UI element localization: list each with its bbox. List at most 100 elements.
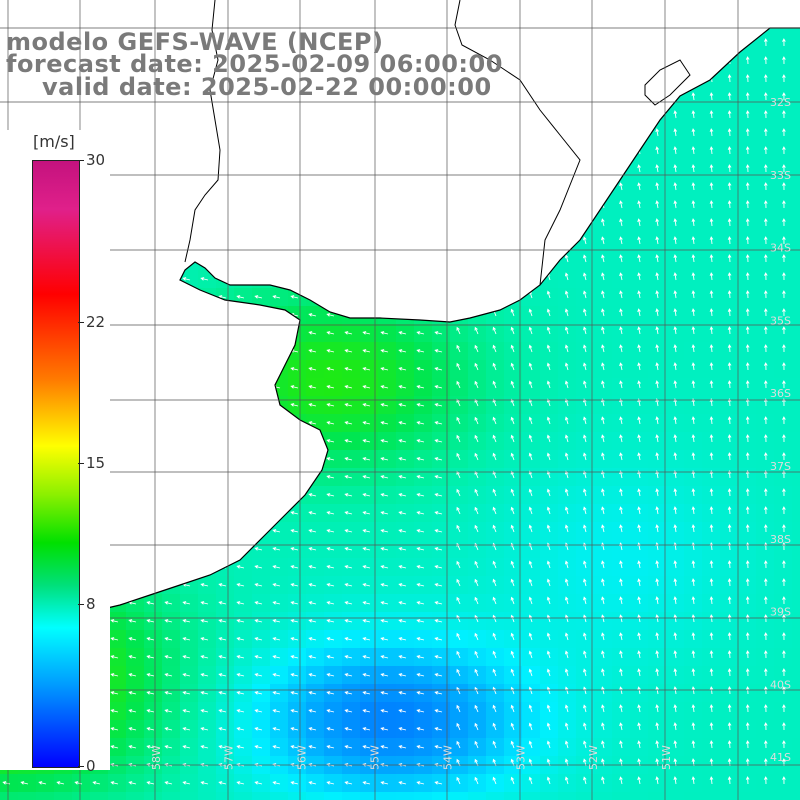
speed-cell: [234, 594, 253, 613]
wind-arrow: [474, 740, 479, 749]
speed-cell: [522, 738, 541, 757]
wind-arrow: [416, 439, 425, 443]
speed-cell: [738, 774, 757, 793]
speed-cell: [414, 486, 433, 505]
speed-cell: [756, 216, 775, 235]
wind-arrow: [474, 668, 479, 677]
wind-arrow: [182, 277, 191, 281]
wind-arrow: [583, 290, 587, 299]
speed-cell: [558, 792, 577, 800]
wind-arrow: [492, 470, 497, 479]
wind-arrow: [727, 704, 732, 713]
speed-cell: [198, 684, 217, 703]
wind-arrow: [362, 493, 371, 497]
speed-cell: [666, 234, 685, 253]
wind-arrow: [492, 434, 497, 443]
title-forecast-date: forecast date: 2025-02-09 06:00:00: [6, 50, 503, 78]
wind-arrow: [492, 668, 497, 677]
wind-arrow: [380, 529, 389, 533]
speed-cell: [324, 648, 343, 667]
wind-arrow: [601, 236, 605, 245]
wind-arrow: [655, 164, 659, 173]
speed-cell: [558, 414, 577, 433]
speed-cell: [594, 522, 613, 541]
speed-cell: [216, 792, 235, 800]
speed-cell: [648, 540, 667, 559]
wind-arrow: [601, 722, 605, 731]
speed-cell: [108, 792, 127, 800]
wind-arrow: [745, 452, 750, 461]
speed-cell: [684, 684, 703, 703]
wind-arrow: [727, 344, 732, 353]
wind-arrow: [601, 614, 605, 623]
speed-cell: [216, 612, 235, 631]
wind-arrow: [344, 781, 353, 785]
speed-cell: [648, 630, 667, 649]
wind-arrow: [416, 421, 425, 425]
wind-arrow: [380, 619, 389, 623]
wind-arrow: [727, 596, 732, 605]
wind-arrow: [637, 290, 641, 299]
wind-arrow: [655, 668, 659, 677]
wind-arrow: [456, 596, 461, 605]
wind-arrow: [182, 709, 191, 713]
speed-cell: [540, 468, 559, 487]
speed-cell: [666, 522, 685, 541]
speed-cell: [126, 702, 145, 721]
speed-cell: [684, 720, 703, 739]
speed-cell: [720, 612, 739, 631]
wind-arrow: [745, 596, 750, 605]
wind-arrow: [546, 344, 551, 353]
wind-arrow: [782, 524, 786, 533]
wind-arrow: [673, 740, 678, 749]
speed-cell: [306, 774, 325, 793]
wind-arrow: [709, 344, 714, 353]
speed-cell: [702, 216, 721, 235]
wind-arrow: [709, 128, 714, 137]
speed-cell: [702, 162, 721, 181]
wind-arrow: [763, 362, 768, 371]
speed-cell: [378, 666, 397, 685]
speed-cell: [612, 432, 631, 451]
wind-arrow: [619, 686, 623, 695]
wind-arrow: [164, 673, 173, 677]
wind-arrow: [763, 524, 768, 533]
speed-cell: [792, 54, 800, 73]
speed-cell: [774, 486, 793, 505]
speed-cell: [18, 792, 37, 800]
speed-cell: [288, 612, 307, 631]
wind-arrow: [637, 776, 641, 785]
wind-arrow: [128, 691, 137, 695]
speed-cell: [630, 774, 649, 793]
wind-arrow: [583, 506, 587, 515]
speed-cell: [756, 720, 775, 739]
colorbar-tick-mark: [78, 766, 84, 767]
speed-cell: [306, 594, 325, 613]
speed-cell: [702, 108, 721, 127]
speed-cell: [270, 576, 289, 595]
speed-cell: [756, 738, 775, 757]
colorbar-panel: [m/s] 30 22 15 8 0: [0, 130, 110, 775]
speed-cell: [144, 612, 163, 631]
wind-arrow: [380, 691, 389, 695]
speed-cell: [756, 774, 775, 793]
wind-arrow: [709, 488, 714, 497]
speed-cell: [648, 270, 667, 289]
wind-arrow: [362, 367, 371, 371]
wind-arrow: [308, 331, 317, 335]
wind-arrow: [434, 601, 443, 605]
wind-arrow: [583, 380, 587, 389]
speed-cell: [702, 522, 721, 541]
wind-arrow: [745, 308, 750, 317]
speed-cell: [324, 522, 343, 541]
speed-cell: [558, 648, 577, 667]
speed-cell: [576, 648, 595, 667]
wind-arrow: [709, 632, 714, 641]
wind-arrow: [619, 344, 623, 353]
wind-arrow: [782, 776, 786, 785]
wind-arrow: [164, 727, 173, 731]
speed-cell: [774, 594, 793, 613]
wind-arrow: [564, 614, 569, 623]
wind-arrow: [308, 313, 317, 317]
wind-arrow: [326, 709, 335, 713]
